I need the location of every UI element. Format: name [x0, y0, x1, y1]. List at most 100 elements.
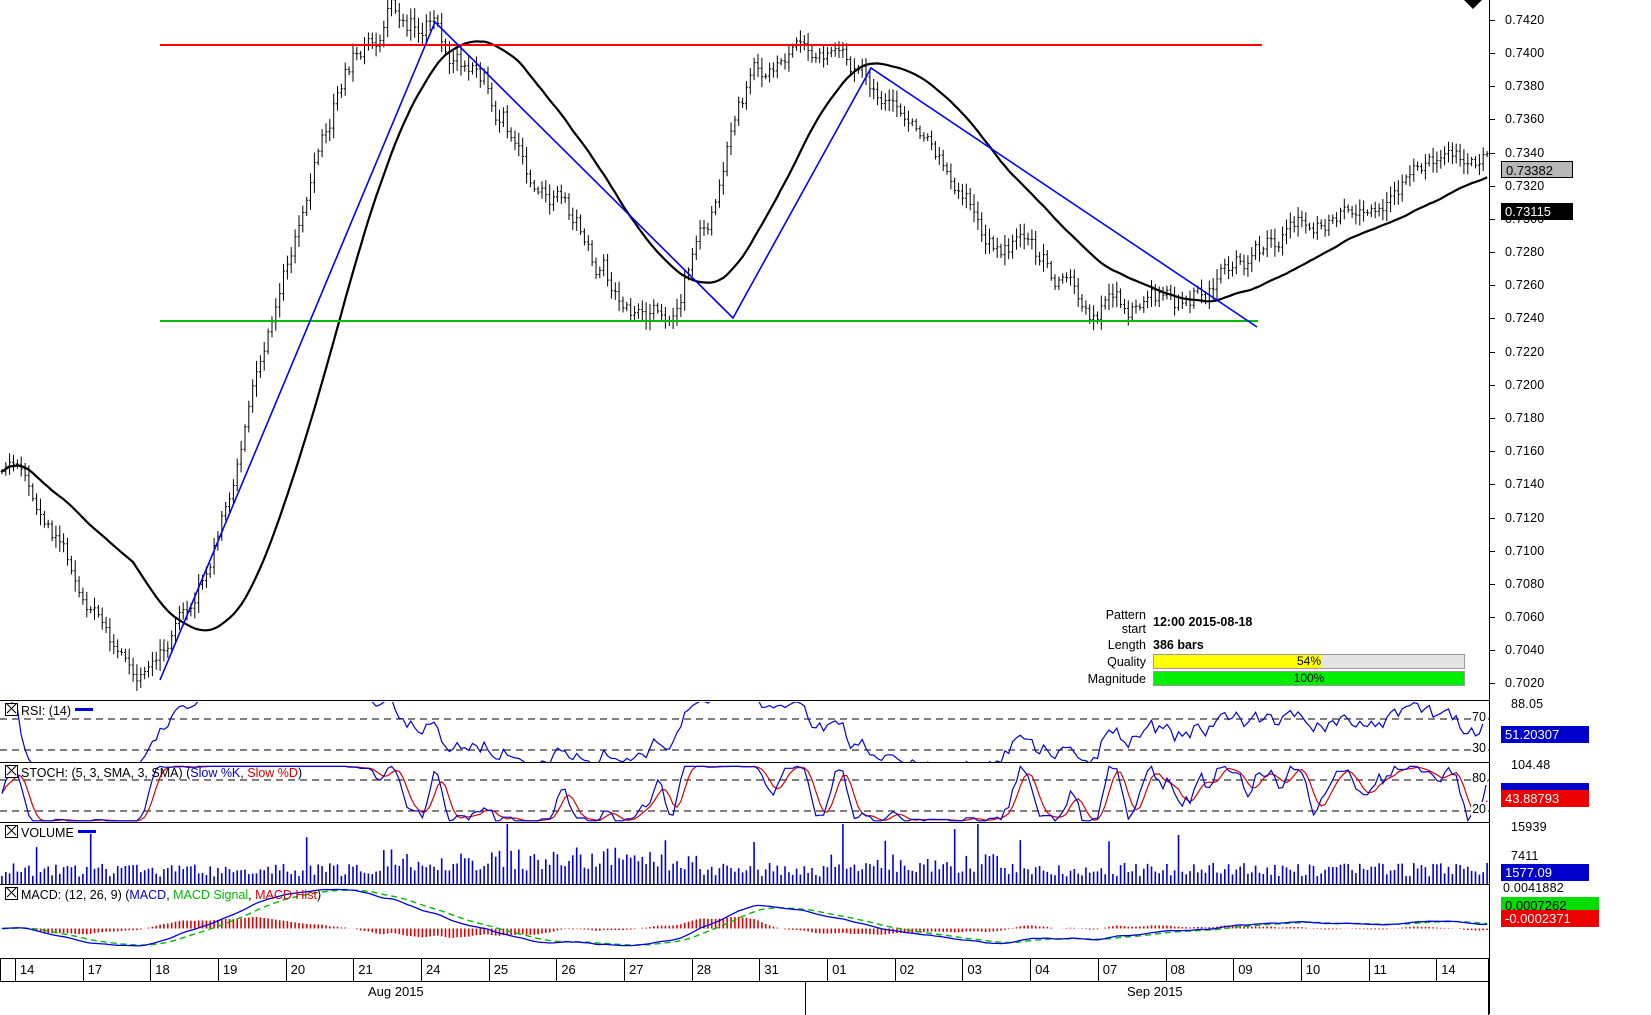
time-tick-label: 14	[1441, 962, 1456, 977]
month-divider	[805, 981, 806, 1015]
pattern-start-label: Pattern start	[1105, 608, 1146, 636]
price-tick-label: 0.7160	[1505, 444, 1545, 459]
price-tick-label: 0.7040	[1505, 643, 1545, 658]
macd-title-close: )	[316, 888, 322, 902]
magnitude-meter-fill	[1154, 672, 1464, 685]
time-tick[interactable]: 27	[624, 959, 692, 981]
pattern-start-value: 12:00 2015-08-18	[1153, 615, 1253, 629]
close-icon[interactable]	[5, 887, 18, 900]
month-label-aug: Aug 2015	[368, 984, 424, 999]
macd-series-line	[1, 888, 1488, 947]
price-tick-mark	[1489, 384, 1495, 386]
stoch-legend-sep: ,	[240, 766, 248, 780]
price-tick-label: 0.7280	[1505, 245, 1545, 260]
pattern-start-row: Pattern start 12:00 2015-08-18	[1085, 607, 1465, 637]
pattern-length-row: Length 386 bars	[1085, 637, 1465, 653]
price-tick-mark	[1489, 285, 1495, 287]
close-icon[interactable]	[5, 825, 18, 838]
stoch-svg	[0, 765, 1489, 823]
price-tick-mark	[1489, 683, 1495, 685]
time-tick[interactable]: 08	[1165, 959, 1234, 981]
time-tick[interactable]: 18	[150, 959, 218, 981]
time-tick-label: 10	[1305, 962, 1321, 977]
time-tick[interactable]: 19	[217, 959, 286, 981]
macd-title-text: MACD: (12, 26, 9) (	[21, 888, 130, 902]
macd-panel[interactable]: MACD: (12, 26, 9) (MACD, MACD Signal, MA…	[0, 884, 1489, 959]
quality-meter: 54%	[1153, 654, 1465, 669]
chart-top-marker-icon	[1464, 0, 1482, 9]
time-axis-separator	[0, 981, 1489, 982]
magnitude-meter: 100%	[1153, 671, 1465, 686]
price-tick-mark	[1489, 617, 1495, 619]
time-axis[interactable]: 14 17 18 19 20 21 24 25 26 27 28 31 01 02 03 04 07 08 09 10…	[0, 958, 1489, 1015]
rsi-series-line	[11, 702, 1488, 763]
time-tick[interactable]: 14	[1436, 959, 1504, 981]
price-tick-label: 0.7140	[1505, 477, 1545, 492]
price-tick-mark	[1489, 53, 1495, 55]
rsi-svg	[0, 702, 1489, 763]
time-tick[interactable]: 21	[353, 959, 421, 981]
current-price-flag: 0.73382	[1501, 161, 1573, 178]
price-tick-mark	[1489, 185, 1495, 187]
pattern-quality-row: Quality 54%	[1085, 653, 1465, 670]
magnitude-label: Magnitude	[1087, 671, 1146, 686]
stoch-k-series-line	[1, 765, 1488, 823]
price-tick-label: 0.7340	[1505, 145, 1545, 160]
price-tick-label: 0.7320	[1505, 178, 1545, 193]
time-tick[interactable]: 25	[488, 959, 557, 981]
time-tick-label: 04	[1035, 962, 1050, 977]
price-tick-label: 0.7200	[1505, 377, 1545, 392]
time-tick[interactable]: 17	[82, 959, 151, 981]
quality-meter-text: 54%	[1296, 654, 1322, 668]
macd-svg	[1, 888, 1488, 947]
length-value: 386 bars	[1153, 638, 1204, 652]
time-tick[interactable]: 31	[759, 959, 827, 981]
stoch-k-value-strip	[1501, 783, 1589, 790]
price-tick-mark	[1489, 86, 1495, 88]
time-tick[interactable]: 11	[1368, 959, 1437, 981]
time-tick[interactable]: 20	[285, 959, 354, 981]
stoch-title-close: )	[297, 766, 303, 780]
time-tick[interactable]: 02	[894, 959, 963, 981]
pattern-overlay-line[interactable]	[159, 20, 1258, 681]
price-tick-label: 0.7220	[1505, 344, 1545, 359]
length-label: Length	[1107, 638, 1146, 652]
time-tick[interactable]: 24	[421, 959, 489, 981]
rsi-legend-swatch	[75, 708, 94, 711]
price-axis[interactable]: 0.74200.74000.73800.73600.73400.73200.73…	[1489, 0, 1651, 958]
time-tick-label: 11	[1373, 962, 1388, 977]
price-tick-mark	[1489, 218, 1495, 220]
macd-legend-sep1: ,	[166, 888, 174, 902]
time-tick[interactable]: 07	[1097, 959, 1166, 981]
price-tick-label: 0.7100	[1505, 543, 1545, 558]
macd-legend-hist: MACD Hist	[255, 888, 317, 902]
price-tick-mark	[1489, 550, 1495, 552]
volume-panel[interactable]: VOLUME	[0, 822, 1489, 885]
close-icon[interactable]	[5, 765, 18, 778]
time-tick[interactable]: 09	[1233, 959, 1301, 981]
price-chart-pane[interactable]: Pattern start 12:00 2015-08-18 Length 38…	[0, 0, 1489, 700]
time-tick-label: 02	[899, 962, 915, 977]
price-tick-label: 0.7360	[1505, 112, 1545, 127]
rsi-top-value: 88.05	[1511, 697, 1544, 711]
time-tick[interactable]: 03	[962, 959, 1030, 981]
stoch-panel[interactable]: STOCH: (5, 3, SMA, 3, SMA) (Slow %K, Slo…	[0, 762, 1489, 823]
time-tick[interactable]: 10	[1300, 959, 1369, 981]
rsi-panel[interactable]: RSI: (14) 70 30	[0, 700, 1489, 763]
time-tick-label: 25	[493, 962, 509, 977]
axis-vertical-rule	[1489, 0, 1490, 958]
time-tick-label: 19	[222, 962, 238, 977]
time-tick[interactable]: 28	[691, 959, 760, 981]
price-tick-mark	[1489, 351, 1495, 353]
close-icon[interactable]	[5, 703, 18, 716]
time-tick[interactable]: 14	[14, 959, 83, 981]
rsi-level-70-label: 70	[1471, 710, 1487, 724]
time-tick[interactable]: 26	[556, 959, 624, 981]
time-tick-label: 09	[1238, 962, 1253, 977]
macd-signal-series-line	[1, 889, 1488, 946]
time-tick[interactable]: 04	[1030, 959, 1098, 981]
time-tick[interactable]: 01	[827, 959, 895, 981]
pattern-info-box: Pattern start 12:00 2015-08-18 Length 38…	[1085, 607, 1465, 687]
moving-average-line	[1, 40, 1488, 632]
